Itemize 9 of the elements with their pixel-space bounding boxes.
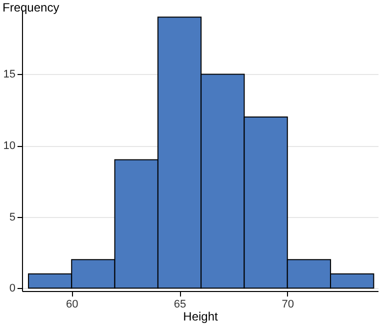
x-axis-title: Height (183, 310, 219, 324)
y-axis-title: Frequency (2, 0, 60, 14)
x-tick-label: 65 (174, 298, 186, 310)
y-tick-label: 10 (3, 140, 16, 152)
y-tick-label: 15 (3, 68, 16, 81)
y-tick-label: 5 (9, 211, 16, 224)
y-tick-label: 0 (9, 282, 16, 295)
x-tick-label: 70 (282, 298, 294, 310)
x-tick-label: 60 (66, 298, 78, 310)
